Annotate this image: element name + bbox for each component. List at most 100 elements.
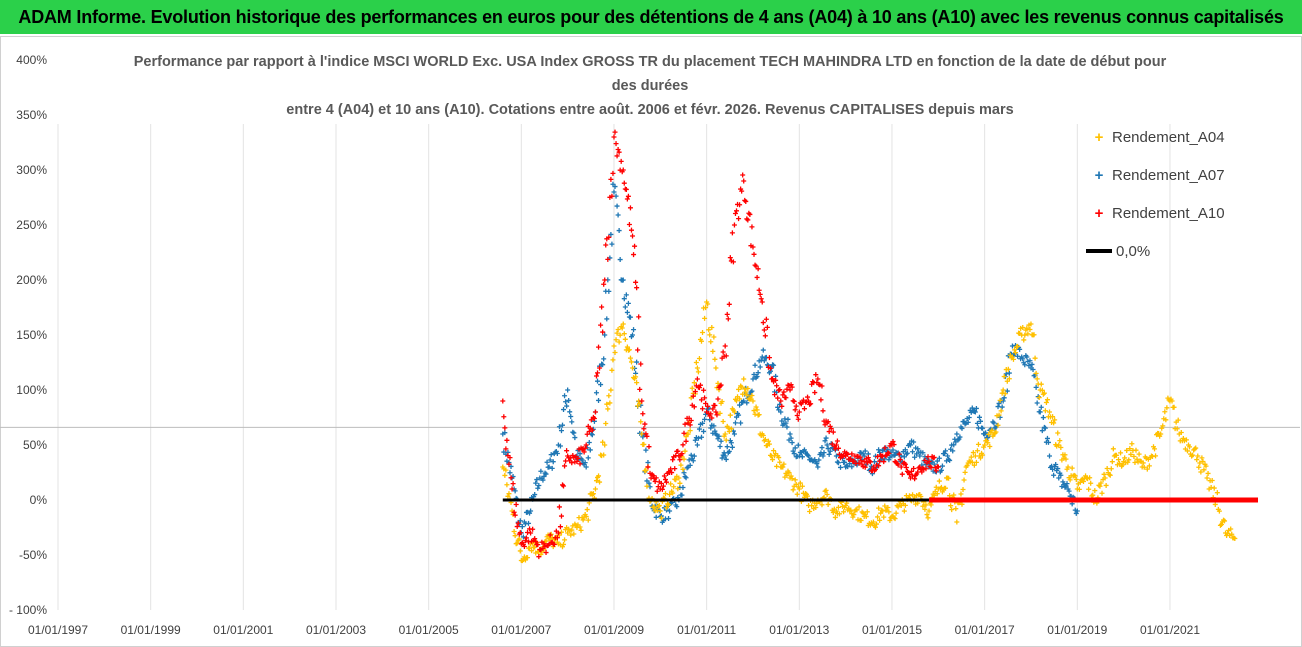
marker-a10 bbox=[672, 466, 678, 472]
marker-a04 bbox=[734, 398, 740, 404]
marker-a07 bbox=[906, 441, 912, 447]
marker-a07 bbox=[564, 403, 570, 409]
marker-a04 bbox=[1036, 395, 1042, 401]
marker-a04 bbox=[744, 392, 750, 398]
marker-a07 bbox=[965, 419, 971, 425]
marker-a07 bbox=[1045, 439, 1051, 445]
marker-a07 bbox=[1050, 466, 1056, 472]
marker-a07 bbox=[999, 404, 1005, 410]
marker-a04 bbox=[896, 502, 902, 508]
marker-a07 bbox=[1033, 384, 1039, 390]
marker-a04 bbox=[512, 533, 518, 539]
marker-a04 bbox=[1140, 460, 1146, 466]
marker-a10 bbox=[744, 216, 750, 222]
marker-a04 bbox=[948, 503, 954, 509]
marker-a07 bbox=[1029, 361, 1035, 367]
marker-a04 bbox=[743, 389, 749, 395]
marker-a07 bbox=[619, 277, 625, 283]
marker-a07 bbox=[563, 399, 569, 405]
marker-a10 bbox=[582, 445, 588, 451]
marker-a07 bbox=[569, 419, 575, 425]
marker-a04 bbox=[693, 359, 699, 365]
marker-a10 bbox=[532, 536, 538, 542]
marker-a10 bbox=[737, 202, 743, 208]
marker-a07 bbox=[1038, 404, 1044, 410]
marker-a04 bbox=[503, 467, 509, 473]
marker-a04 bbox=[600, 439, 606, 445]
marker-a04 bbox=[784, 472, 790, 478]
marker-a04 bbox=[1211, 485, 1217, 491]
marker-a10 bbox=[512, 512, 518, 518]
marker-a04 bbox=[1005, 366, 1011, 372]
marker-a07 bbox=[533, 480, 539, 486]
marker-a07 bbox=[886, 457, 892, 463]
marker-a04 bbox=[611, 343, 617, 349]
marker-a07 bbox=[526, 520, 532, 526]
marker-a10 bbox=[673, 453, 679, 459]
chart-frame bbox=[0, 36, 1302, 647]
marker-a04 bbox=[674, 473, 680, 479]
marker-a07 bbox=[519, 524, 525, 530]
marker-a10 bbox=[873, 466, 879, 472]
marker-a04 bbox=[1055, 430, 1061, 436]
marker-a10 bbox=[736, 216, 742, 222]
marker-a04 bbox=[886, 509, 892, 515]
marker-a04 bbox=[1192, 446, 1198, 452]
marker-a04 bbox=[882, 503, 888, 509]
marker-a10 bbox=[793, 403, 799, 409]
marker-a10 bbox=[558, 513, 564, 519]
marker-a07 bbox=[752, 362, 758, 368]
marker-a10 bbox=[593, 373, 599, 379]
marker-a04 bbox=[1110, 446, 1116, 452]
marker-a10 bbox=[749, 224, 755, 230]
marker-a04 bbox=[856, 504, 862, 510]
marker-a07 bbox=[860, 451, 866, 457]
marker-a04 bbox=[1171, 404, 1177, 410]
marker-a07 bbox=[557, 443, 563, 449]
marker-a04 bbox=[1025, 331, 1031, 337]
marker-a04 bbox=[1169, 398, 1175, 404]
marker-a07 bbox=[976, 414, 982, 420]
marker-a10 bbox=[784, 386, 790, 392]
legend-marker-a10: + bbox=[1094, 204, 1104, 222]
marker-a04 bbox=[902, 502, 908, 508]
marker-a07 bbox=[582, 460, 588, 466]
marker-a04 bbox=[851, 512, 857, 518]
marker-a10 bbox=[828, 426, 834, 432]
marker-a04 bbox=[723, 437, 729, 443]
marker-a04 bbox=[505, 493, 511, 499]
marker-a10 bbox=[819, 383, 825, 389]
marker-a10 bbox=[625, 193, 631, 199]
marker-a04 bbox=[949, 507, 955, 513]
marker-a10 bbox=[701, 387, 707, 393]
marker-a07 bbox=[1056, 475, 1062, 481]
marker-a04 bbox=[1069, 465, 1075, 471]
marker-a10 bbox=[856, 460, 862, 466]
marker-a07 bbox=[887, 454, 893, 460]
marker-a10 bbox=[825, 419, 831, 425]
marker-a10 bbox=[934, 464, 940, 470]
marker-a04 bbox=[1214, 490, 1220, 496]
marker-a04 bbox=[673, 477, 679, 483]
marker-a04 bbox=[626, 347, 632, 353]
marker-a04 bbox=[610, 357, 616, 363]
marker-a10 bbox=[891, 442, 897, 448]
marker-a07 bbox=[567, 409, 573, 415]
x-tick-label: 01/01/1999 bbox=[121, 623, 181, 637]
marker-a07 bbox=[711, 423, 717, 429]
marker-a04 bbox=[736, 386, 742, 392]
marker-a04 bbox=[727, 412, 733, 418]
marker-a07 bbox=[686, 457, 692, 463]
marker-a07 bbox=[941, 451, 947, 457]
marker-a04 bbox=[740, 391, 746, 397]
marker-a07 bbox=[561, 407, 567, 413]
marker-a10 bbox=[553, 528, 559, 534]
marker-a07 bbox=[695, 435, 701, 441]
marker-a07 bbox=[950, 448, 956, 454]
marker-a04 bbox=[601, 452, 607, 458]
marker-a10 bbox=[589, 427, 595, 433]
marker-a07 bbox=[775, 404, 781, 410]
marker-a04 bbox=[1113, 452, 1119, 458]
marker-a04 bbox=[696, 355, 702, 361]
marker-a10 bbox=[724, 311, 730, 317]
